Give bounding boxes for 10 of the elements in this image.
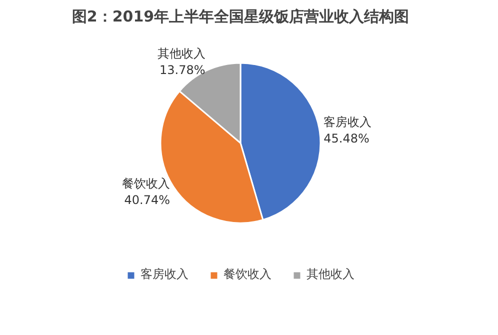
data-label: 40.74% (124, 193, 170, 208)
slice-label: 客房收入 (324, 114, 372, 129)
chart-title: 图2：2019年上半年全国星级饭店营业收入结构图 (72, 8, 410, 26)
slice-label: 其他收入 (157, 46, 206, 60)
legend-label: 其他收入 (306, 266, 354, 283)
slice-label: 餐饮收入 (122, 176, 170, 190)
legend-label: 餐饮收入 (224, 266, 272, 283)
data-label: 45.48% (324, 132, 370, 146)
legend-label: 客房收入 (140, 266, 188, 283)
data-label: 13.78% (160, 63, 206, 78)
